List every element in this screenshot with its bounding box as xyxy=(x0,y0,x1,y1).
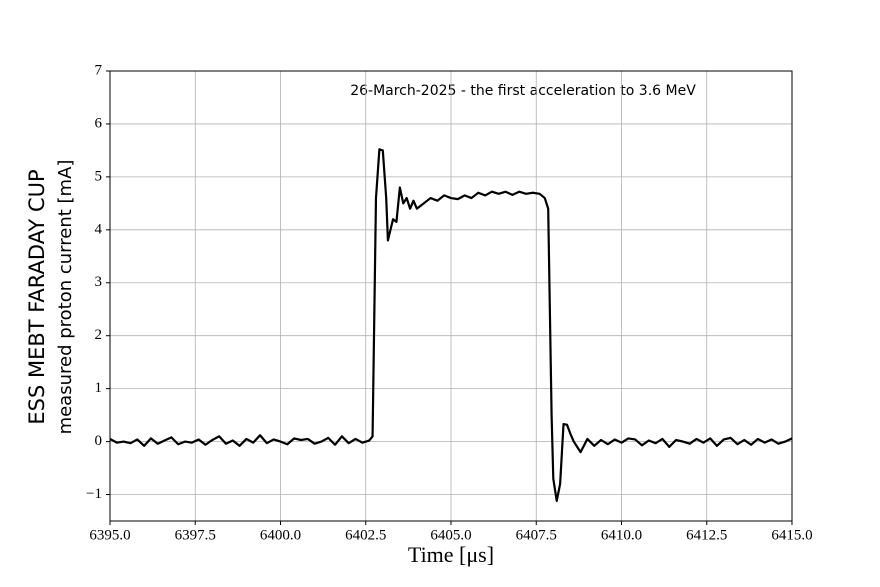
x-tick-label: 6402.5 xyxy=(345,527,386,543)
x-tick-label: 6397.5 xyxy=(175,527,216,543)
x-tick-label: 6400.0 xyxy=(260,527,301,543)
y-tick-label: −1 xyxy=(86,486,102,502)
y-tick-label: 2 xyxy=(95,327,103,343)
x-axis-label: Time [μs] xyxy=(408,542,494,567)
y-tick-label: 4 xyxy=(95,221,103,237)
y-tick-label: 0 xyxy=(95,433,103,449)
annotation: 26-March-2025 - the first acceleration t… xyxy=(350,83,696,99)
x-tick-label: 6415.0 xyxy=(771,527,812,543)
y-tick-label: 1 xyxy=(95,380,103,396)
y-tick-label: 5 xyxy=(95,168,103,184)
x-tick-label: 6405.0 xyxy=(430,527,471,543)
plot-frame xyxy=(109,70,793,522)
x-tick-label: 6395.0 xyxy=(89,527,130,543)
data-line xyxy=(109,148,793,502)
y-tick-label: 3 xyxy=(95,274,103,290)
y-axis-label: measured proton current [mA] xyxy=(55,160,76,435)
x-tick-label: 6407.5 xyxy=(516,527,557,543)
y-tick-label: 7 xyxy=(95,62,103,78)
y-axis-label: ESS MEBT FARADAY CUP xyxy=(25,169,49,424)
y-tick-label: 6 xyxy=(95,115,103,131)
x-tick-label: 6410.0 xyxy=(601,527,642,543)
x-tick-label: 6412.5 xyxy=(686,527,727,543)
